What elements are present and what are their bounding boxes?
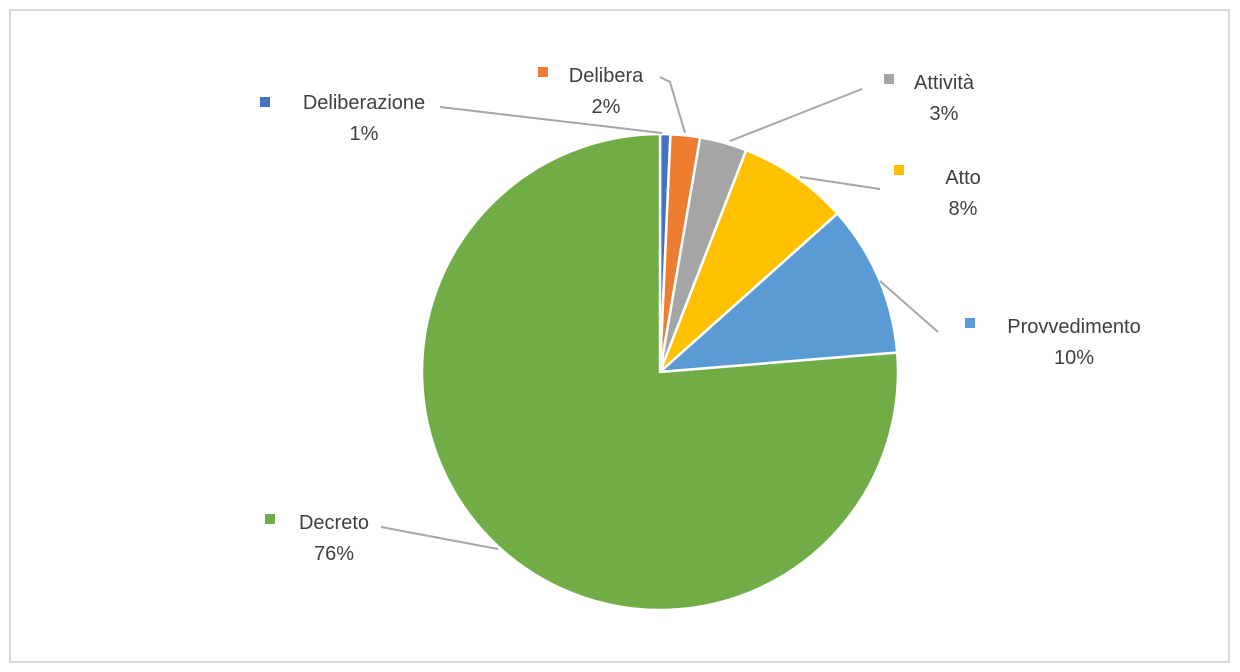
legend-key-deliberazione — [260, 97, 270, 107]
leader-line-decreto — [380, 526, 499, 550]
leader-line-deliberazione — [439, 106, 663, 134]
label-name-provvedimento: Provvedimento — [1007, 316, 1140, 338]
pie-slices — [420, 132, 900, 612]
leader-line-delibera — [659, 76, 686, 134]
leader-line-attivita — [729, 88, 863, 142]
legend-key-atto — [894, 165, 904, 175]
leader-lines — [380, 76, 939, 550]
label-pct-decreto: 76% — [314, 543, 354, 565]
pie-slice-decreto — [420, 132, 900, 612]
pie-slice-atto — [658, 148, 839, 374]
label-name-attivita: Attività — [914, 72, 975, 94]
legend-key-provvedimento — [965, 318, 975, 328]
legend-key-delibera — [538, 67, 548, 77]
label-pct-deliberazione: 1% — [350, 123, 379, 145]
label-name-delibera: Delibera — [569, 65, 644, 87]
legend-key-attivita — [884, 74, 894, 84]
leader-line-atto — [799, 176, 881, 190]
label-pct-attivita: 3% — [930, 103, 959, 125]
label-name-deliberazione: Deliberazione — [303, 92, 425, 114]
label-name-atto: Atto — [945, 167, 981, 189]
legend-key-decreto — [265, 514, 275, 524]
label-pct-atto: 8% — [949, 198, 978, 220]
label-pct-provvedimento: 10% — [1054, 347, 1094, 369]
label-pct-delibera: 2% — [592, 96, 621, 118]
pie-slice-provvedimento — [658, 212, 899, 374]
leader-line-provvedimento — [879, 280, 939, 333]
label-name-decreto: Decreto — [299, 512, 369, 534]
data-labels: Deliberazione 1% Delibera 2% Attività 3% Atto 8… — [260, 65, 1141, 565]
